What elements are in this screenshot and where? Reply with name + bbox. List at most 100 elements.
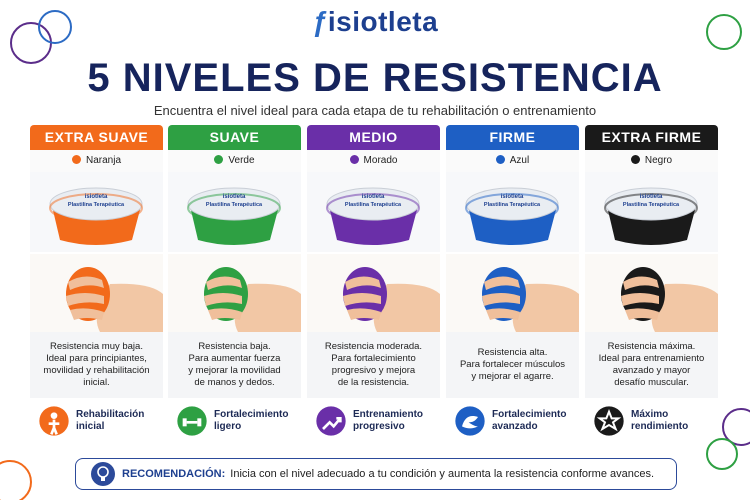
level-header: FIRME (446, 125, 579, 150)
tub-image: isiotleta Plastilina Terapéutica (446, 172, 579, 252)
tub-product: Plastilina Terapéutica (345, 202, 402, 208)
color-dot (214, 155, 224, 164)
color-name: Azul (509, 155, 530, 166)
description: Resistencia máxima. Ideal para entrenamie… (585, 332, 718, 398)
tub-product: Plastilina Terapéutica (206, 202, 263, 208)
tub-lid-rim (187, 193, 281, 223)
hand-image (585, 254, 718, 332)
description-line: de manos y dedos. (194, 377, 275, 388)
level-header: EXTRA FIRME (585, 125, 718, 150)
description-line: inicial. (83, 377, 110, 388)
hand-arm (234, 283, 301, 332)
benefit-text: Fortalecimiento avanzado (492, 409, 566, 433)
level-column: SUAVE Verde isiotleta Plastilina Terapéutic… (168, 125, 301, 436)
color-dot (495, 155, 505, 164)
benefit-line: Fortalecimiento (214, 409, 289, 420)
description-line: Resistencia máxima. (607, 341, 696, 352)
color-name: Morado (363, 155, 398, 166)
color-dot (630, 155, 640, 164)
description-line: Ideal para entrenamiento (598, 353, 705, 364)
description-line: Para aumentar fuerza (188, 353, 281, 364)
description: Resistencia alta. Para fortalecer músculo… (446, 332, 579, 398)
tub-image: isiotleta Plastilina Terapéutica (585, 172, 718, 252)
benefit: Entrenamiento progresivo (315, 405, 423, 437)
color-name: Verde (228, 155, 255, 166)
recommendation-label: RECOMENDACIÓN: (122, 468, 226, 480)
recommendation: RECOMENDACIÓN: Inicia con el nivel adecu… (75, 458, 677, 490)
color-name-row: Azul (446, 150, 579, 172)
benefit-text: Máximo rendimiento (631, 409, 688, 433)
description-line: y mejorar la movilidad (188, 365, 281, 376)
recommendation-text: Inicia con el nivel adecuado a tu condic… (230, 468, 655, 480)
tub-brand: isiotleta (362, 194, 385, 200)
hand-fingers (343, 276, 381, 320)
description-line: Resistencia muy baja. (50, 341, 143, 352)
tub-lid-rim (604, 193, 698, 223)
tub-image: isiotleta Plastilina Terapéutica (30, 172, 163, 252)
tub-lid-rim (465, 193, 559, 223)
hand-arm (96, 283, 163, 332)
tub-lid-rim (49, 193, 143, 223)
level-header: SUAVE (168, 125, 301, 150)
tub-product: Plastilina Terapéutica (484, 202, 541, 208)
color-name-row: Verde (168, 150, 301, 172)
benefit-icon (316, 406, 346, 436)
tub-image: isiotleta Plastilina Terapéutica (307, 172, 440, 252)
bulb-icon (91, 462, 115, 486)
color-dot (349, 155, 359, 164)
tub-image: isiotleta Plastilina Terapéutica (168, 172, 301, 252)
tub-product: Plastilina Terapéutica (68, 202, 125, 208)
description: Resistencia moderada. Para fortalecimient… (307, 332, 440, 398)
benefit-line: avanzado (492, 421, 538, 432)
tub-brand: isiotleta (501, 194, 524, 200)
color-name-row: Naranja (30, 150, 163, 172)
color-name: Negro (644, 155, 673, 166)
color-dot (71, 155, 81, 164)
hand-image (168, 254, 301, 332)
description-line: Para fortalecer músculos (459, 359, 566, 370)
description-line: Resistencia moderada. (324, 341, 423, 352)
tub-product: Plastilina Terapéutica (623, 202, 680, 208)
description-line: Resistencia baja. (198, 341, 271, 352)
logo-text: isiotleta (327, 6, 439, 37)
logo: ƒisiotleta (311, 6, 439, 37)
subtitle: Encuentra el nivel ideal para cada etapa… (153, 103, 597, 118)
benefit-text: Rehabilitación inicial (76, 409, 144, 433)
level-column: FIRME Azul isiotleta Plastilina Terapéutica… (446, 125, 579, 436)
benefit-text: Entrenamiento progresivo (353, 409, 423, 433)
level-header: EXTRA SUAVE (30, 125, 163, 150)
hand-image (446, 254, 579, 332)
tub-brand: isiotleta (640, 194, 663, 200)
benefit-line: Fortalecimiento (492, 409, 567, 420)
benefit-line: Máximo (631, 409, 669, 420)
benefit-icon (39, 406, 69, 436)
description-line: desafío muscular. (614, 377, 689, 388)
decoration (706, 14, 742, 50)
hand-fingers (204, 276, 242, 320)
decoration (0, 460, 32, 500)
decoration (706, 438, 738, 470)
title: 5 NIVELES DE RESISTENCIA (87, 56, 663, 100)
decoration (38, 10, 72, 44)
color-name-row: Negro (585, 150, 718, 172)
color-name: Naranja (85, 155, 122, 166)
description-line: Resistencia alta. (477, 347, 548, 358)
tub-lid-rim (326, 193, 420, 223)
description-line: de la resistencia. (337, 377, 410, 388)
benefit-icon (594, 406, 624, 436)
benefit: Rehabilitación inicial (38, 405, 144, 437)
benefit: Máximo rendimiento (593, 405, 688, 437)
benefit-line: rendimiento (631, 421, 689, 432)
hand-arm (373, 283, 440, 332)
benefit-line: Rehabilitación (76, 409, 145, 420)
description-line: Para fortalecimiento (331, 353, 416, 364)
description-line: progresivo y mejora (331, 365, 416, 376)
hand-image (307, 254, 440, 332)
level-column: EXTRA SUAVE Naranja isiotleta Plastilina Te… (30, 125, 163, 436)
level-column: EXTRA FIRME Negro isiotleta Plastilina Tera… (585, 125, 718, 436)
hand-arm (512, 283, 579, 332)
benefit-line: inicial (76, 421, 105, 432)
tub-brand: isiotleta (223, 194, 246, 200)
hand-fingers (66, 276, 104, 320)
